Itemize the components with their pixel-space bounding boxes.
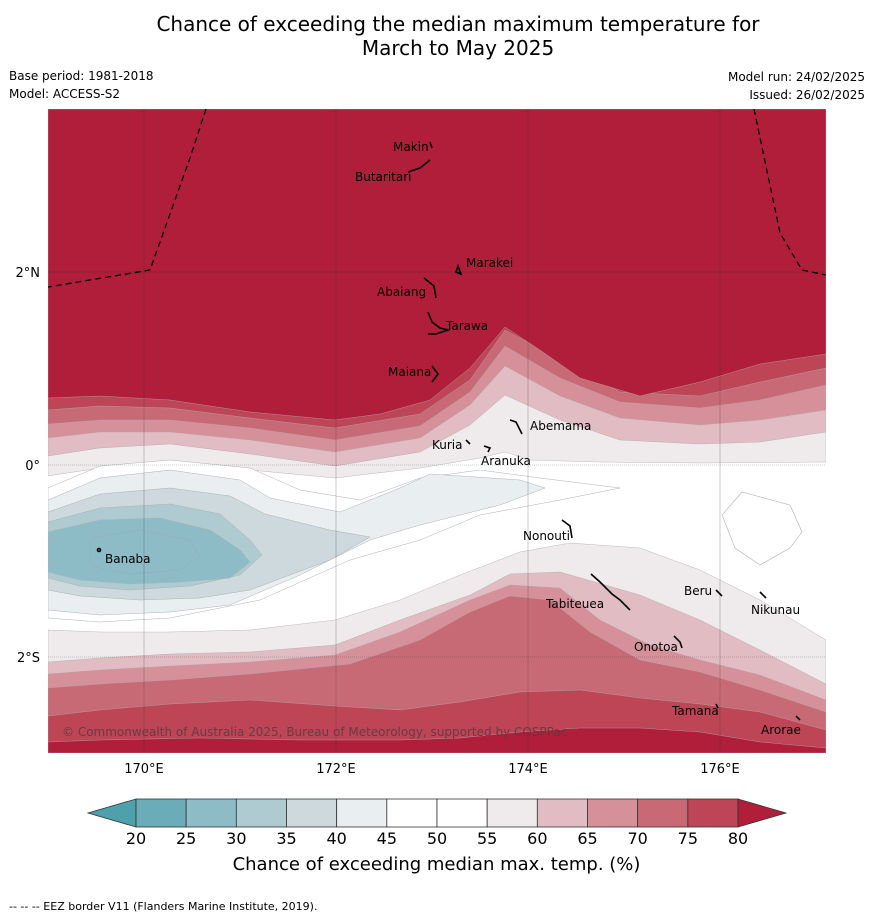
title-line-1: Chance of exceeding the median maximum t… — [156, 12, 760, 36]
colorbar-segment — [637, 798, 689, 828]
island-abaiang — [423, 277, 437, 299]
colorbar-tick-label: 60 — [527, 829, 547, 848]
band-north-80 — [48, 109, 826, 421]
colorbar-extend-below — [86, 798, 137, 828]
colorbar-segment — [135, 798, 187, 828]
lat-tick-2s: 2°S — [17, 651, 40, 666]
island-makin — [429, 141, 433, 149]
label-tarawa: Tarawa — [445, 319, 488, 333]
label-aranuka: Aranuka — [481, 454, 531, 468]
label-abemama: Abemama — [530, 419, 591, 433]
colorbar-tick-label: 80 — [728, 829, 748, 848]
colorbar-tick-label: 65 — [577, 829, 597, 848]
lon-tick-176: 176°E — [700, 762, 740, 777]
island-aranuka — [483, 445, 492, 453]
band-south-80 — [48, 727, 826, 753]
issued-date: Issued: 26/02/2025 — [749, 88, 865, 102]
island-nikunau — [759, 591, 767, 599]
label-abaiang: Abaiang — [377, 285, 426, 299]
colorbar-tick-label: 40 — [326, 829, 346, 848]
colorbar-tick-label: 25 — [176, 829, 196, 848]
island-tamana — [715, 703, 719, 709]
chart-title: Chance of exceeding the median maximum t… — [0, 12, 873, 60]
island-nonouti — [561, 519, 573, 539]
label-tamana: Tamana — [671, 704, 719, 718]
label-nikunau: Nikunau — [751, 603, 800, 617]
colorbar-tick-label: 20 — [126, 829, 146, 848]
graticule — [48, 109, 826, 753]
island-tabiteuea — [590, 573, 631, 611]
colorbar-segment — [536, 798, 588, 828]
eez-footnote: -- -- -- EEZ border V11 (Flanders Marine… — [9, 900, 318, 913]
label-onotoa: Onotoa — [634, 640, 678, 654]
colorbar-tick-label: 30 — [226, 829, 246, 848]
colorbar-segment — [587, 798, 639, 828]
island-maiana — [431, 365, 439, 383]
label-kuria: Kuria — [432, 438, 463, 452]
island-beru — [715, 589, 723, 597]
lon-tick-170: 170°E — [124, 762, 164, 777]
colorbar-segment — [386, 798, 438, 828]
island-banaba — [96, 547, 102, 553]
model-name: Model: ACCESS-S2 — [9, 87, 121, 101]
colorbar-segment — [336, 798, 388, 828]
island-butaritari — [407, 159, 431, 173]
label-marakei: Marakei — [466, 256, 513, 270]
eez-border — [48, 109, 826, 288]
label-makin: Makin — [393, 140, 429, 154]
lat-tick-2n: 2°N — [16, 266, 41, 281]
island-arorae — [795, 715, 801, 721]
contour-east-loop — [721, 491, 803, 566]
island-marakei — [455, 263, 463, 276]
colorbar-segment — [286, 798, 338, 828]
base-period: Base period: 1981-2018 — [9, 69, 154, 83]
label-banaba: Banaba — [105, 552, 151, 566]
colorbar-segment — [235, 798, 287, 828]
colorbar-tick-label: 35 — [276, 829, 296, 848]
map-figure: Makin Butaritari Marakei Abaiang Tarawa … — [16, 109, 826, 848]
colorbar-tick-label: 75 — [678, 829, 698, 848]
colorbar-tick-label: 70 — [627, 829, 647, 848]
colorbar-segment — [687, 798, 739, 828]
colorbar-tick-label: 55 — [477, 829, 497, 848]
island-onotoa — [673, 635, 683, 649]
copyright-notice: © Commonwealth of Australia 2025, Bureau… — [62, 725, 567, 739]
label-beru: Beru — [684, 584, 712, 598]
lat-tick-0: 0° — [25, 459, 40, 474]
probability-field: Makin Butaritari Marakei Abaiang Tarawa … — [48, 109, 826, 753]
colorbar-title: Chance of exceeding median max. temp. (%… — [232, 854, 641, 875]
lat-axis: 2°N 0° 2°S — [16, 266, 41, 666]
title-line-2: March to May 2025 — [361, 36, 555, 60]
lon-axis: 170°E 172°E 174°E 176°E — [124, 762, 740, 777]
place-labels: Makin Butaritari Marakei Abaiang Tarawa … — [105, 140, 801, 737]
colorbar-segment — [185, 798, 237, 828]
label-butaritari: Butaritari — [355, 170, 412, 184]
island-tarawa — [427, 311, 451, 335]
lon-tick-174: 174°E — [508, 762, 548, 777]
colorbar-tick-label: 50 — [427, 829, 447, 848]
label-arorae: Arorae — [761, 723, 801, 737]
label-nonouti: Nonouti — [523, 529, 570, 543]
colorbar-tick-label: 45 — [377, 829, 397, 848]
band-cool-20 — [89, 529, 201, 575]
colorbar: 20 25 30 35 40 45 50 55 60 65 70 75 80 — [86, 798, 788, 848]
island-kuria — [465, 439, 471, 445]
island-abemama — [509, 419, 523, 435]
colorbar-segment — [436, 798, 488, 828]
colorbar-segment — [486, 798, 538, 828]
colorbar-extend-above — [737, 798, 788, 828]
islands — [96, 141, 801, 721]
lon-tick-172: 172°E — [316, 762, 356, 777]
model-run: Model run: 24/02/2025 — [727, 70, 865, 84]
label-maiana: Maiana — [388, 365, 431, 379]
label-tabiteuea: Tabiteuea — [545, 597, 604, 611]
